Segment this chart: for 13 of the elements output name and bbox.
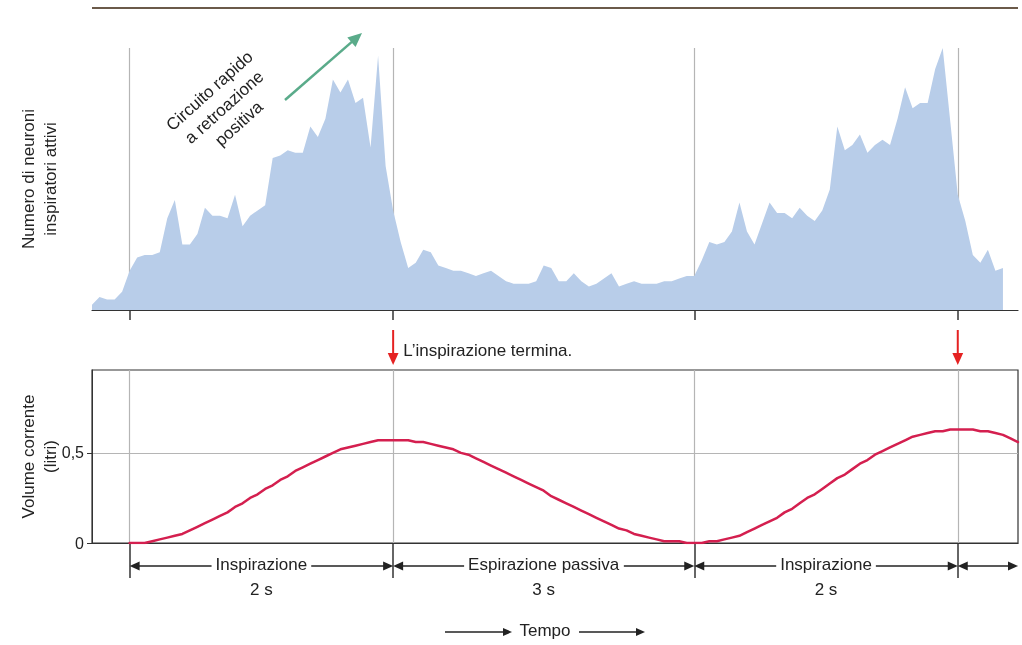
text: Inspirazione [215,555,308,575]
y-axis-title: Volume corrente (litri) [19,394,61,519]
y-tick-label: 0 [75,534,85,552]
text: 3 s [532,580,556,600]
text: 2 s [250,580,273,600]
text: L’inspirazione termina. [403,341,573,361]
y-axis-title: Numero di neuroni inspiratori attivi [19,109,61,249]
text: 2 s [814,580,838,600]
text: Espirazione passiva [468,555,620,575]
x-axis-title: Tempo [519,621,571,641]
text: Inspirazione [780,555,872,575]
y-tick-label: 0,5 [61,444,85,462]
line-series [128,428,1020,545]
